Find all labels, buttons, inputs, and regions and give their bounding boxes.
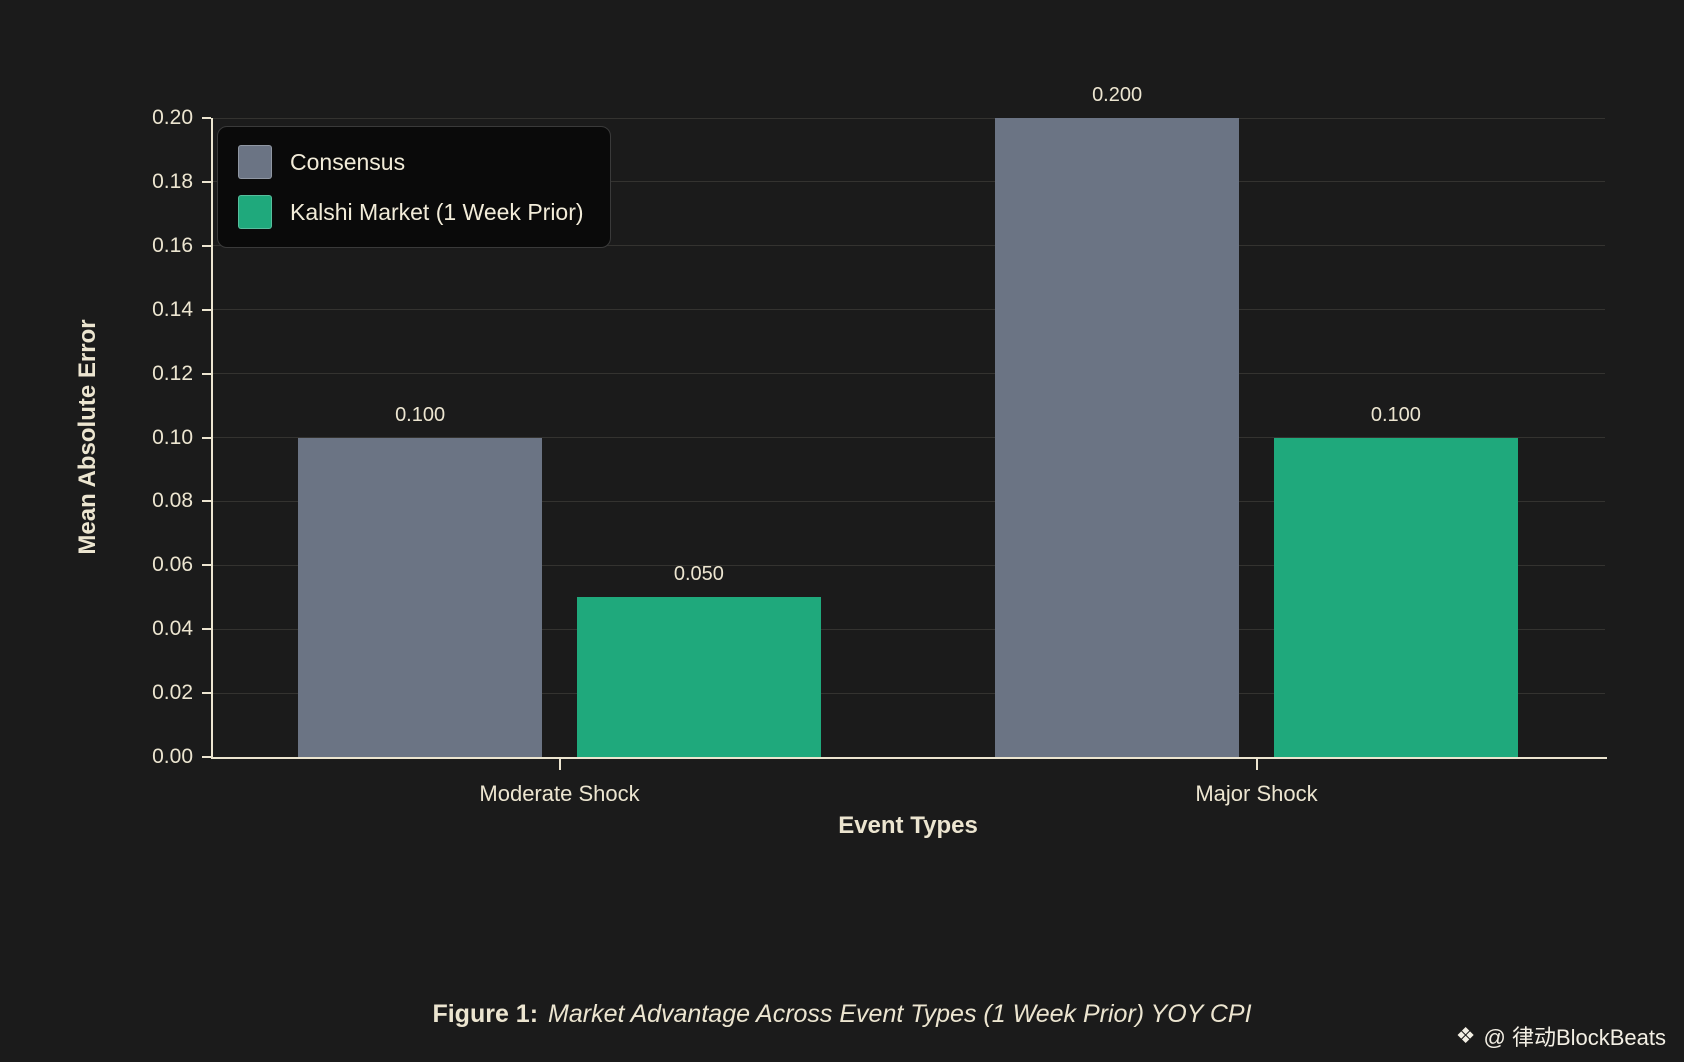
figure-caption: Figure 1: Market Advantage Across Event T…: [0, 1000, 1684, 1029]
legend: Consensus Kalshi Market (1 Week Prior): [217, 126, 611, 248]
y-tick-mark: [202, 628, 211, 631]
y-tick-label: 0.16: [152, 233, 193, 257]
y-tick-label: 0.04: [152, 617, 193, 641]
y-tick-mark: [202, 308, 211, 311]
bar-value-label: 0.100: [1370, 403, 1421, 426]
x-tick-label: Moderate Shock: [479, 781, 640, 806]
y-tick-mark: [202, 692, 211, 695]
x-axis-title: Event Types: [838, 812, 978, 839]
bar-consensus: [995, 118, 1240, 757]
y-tick-label: 0.20: [152, 106, 193, 129]
bar-kalshi-market-1-week-prior-: [576, 597, 821, 757]
y-tick-mark: [202, 117, 211, 119]
x-tick-mark: [558, 759, 561, 770]
legend-swatch-consensus: [238, 145, 272, 179]
caption-prefix: Figure 1:: [432, 1000, 539, 1028]
x-tick-label: Major Shock: [1195, 781, 1318, 806]
legend-label-kalshi-market: Kalshi Market (1 Week Prior): [290, 198, 584, 225]
gridline: [211, 628, 1605, 630]
bar-value-label: 0.200: [1092, 84, 1143, 106]
y-tick-label: 0.14: [152, 297, 193, 321]
watermark: ❖ @ 律动BlockBeats: [1456, 1020, 1666, 1052]
y-tick-label: 0.10: [152, 425, 193, 449]
y-tick-mark: [202, 756, 211, 758]
gridline: [211, 309, 1605, 311]
x-tick-mark: [1255, 759, 1258, 770]
watermark-text: @ 律动BlockBeats: [1483, 1025, 1667, 1050]
gridline: [211, 117, 1605, 119]
y-tick-label: 0.12: [152, 361, 193, 385]
y-tick-mark: [202, 180, 211, 183]
gridline: [211, 692, 1605, 694]
y-tick-label: 0.00: [152, 745, 193, 768]
caption-text: Market Advantage Across Event Types (1 W…: [548, 1000, 1252, 1028]
y-tick-mark: [202, 436, 211, 439]
legend-item-consensus: Consensus: [238, 145, 584, 179]
bar-value-label: 0.100: [395, 403, 446, 426]
legend-swatch-kalshi-market: [238, 195, 272, 229]
y-tick-mark: [202, 500, 211, 503]
blockbeats-logo-icon: ❖: [1455, 1023, 1476, 1048]
bar-kalshi-market-1-week-prior-: [1273, 437, 1518, 757]
y-tick-label: 0.06: [152, 553, 193, 577]
plot-area: [211, 118, 1607, 759]
gridline: [211, 373, 1605, 375]
gridline: [211, 437, 1605, 438]
gridline: [211, 181, 1605, 183]
y-tick-label: 0.02: [152, 681, 193, 705]
legend-label-consensus: Consensus: [290, 148, 406, 175]
y-tick-label: 0.08: [152, 489, 193, 513]
gridline: [211, 245, 1605, 247]
gridline: [211, 564, 1605, 566]
y-tick-label: 0.18: [152, 169, 193, 193]
y-tick-mark: [202, 244, 211, 247]
bar-consensus: [298, 437, 543, 757]
legend-item-kalshi-market: Kalshi Market (1 Week Prior): [238, 195, 584, 229]
gridline: [211, 500, 1605, 502]
y-tick-mark: [202, 564, 211, 567]
bar-value-label: 0.050: [673, 563, 724, 586]
y-tick-mark: [202, 372, 211, 375]
